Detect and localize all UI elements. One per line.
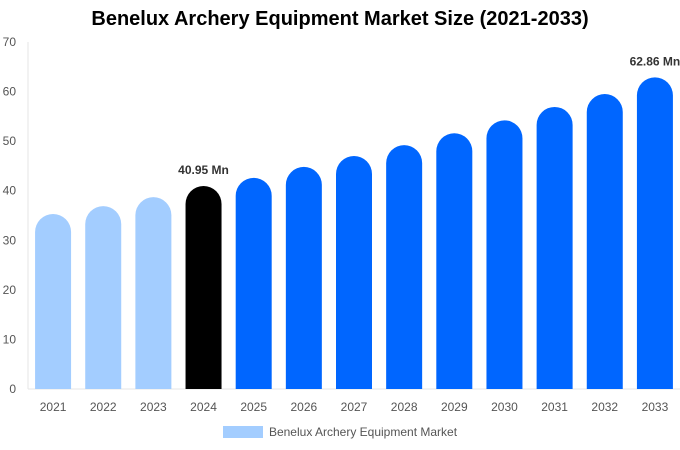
bar-2025 xyxy=(235,177,272,389)
bar-2024 xyxy=(185,186,222,389)
y-tick-label: 20 xyxy=(3,283,17,297)
data-label: 40.95 Mn xyxy=(178,163,229,177)
x-tick-label: 2028 xyxy=(391,400,418,414)
x-tick-label: 2029 xyxy=(441,400,468,414)
y-tick-label: 70 xyxy=(3,35,17,49)
bar-2027 xyxy=(336,156,372,389)
legend: Benelux Archery Equipment Market xyxy=(0,425,680,439)
bar-2033 xyxy=(636,77,673,390)
bar-2023 xyxy=(135,197,172,389)
bar-2030 xyxy=(486,120,523,389)
x-tick-label: 2025 xyxy=(240,400,267,414)
y-tick-label: 60 xyxy=(3,85,17,99)
bar-2031 xyxy=(536,106,573,389)
bar-2028 xyxy=(386,145,423,389)
bar-2026 xyxy=(285,166,322,389)
bar-2021 xyxy=(35,214,72,389)
x-tick-label: 2026 xyxy=(290,400,317,414)
legend-label: Benelux Archery Equipment Market xyxy=(268,425,458,439)
y-tick-label: 40 xyxy=(3,184,17,198)
x-tick-label: 2023 xyxy=(140,400,167,414)
legend-swatch xyxy=(222,426,263,438)
bar-2029 xyxy=(436,133,473,389)
x-tick-label: 2030 xyxy=(491,400,518,414)
x-tick-label: 2027 xyxy=(341,400,368,414)
x-tick-label: 2021 xyxy=(40,400,67,414)
y-tick-label: 50 xyxy=(3,134,17,148)
x-tick-label: 2032 xyxy=(591,400,618,414)
x-tick-label: 2031 xyxy=(541,400,568,414)
x-tick-label: 2033 xyxy=(642,400,669,414)
bar-2022 xyxy=(85,206,122,389)
y-tick-label: 10 xyxy=(3,332,17,346)
x-tick-label: 2024 xyxy=(190,400,217,414)
bar-2032 xyxy=(586,94,623,390)
y-tick-label: 0 xyxy=(9,382,16,396)
y-tick-label: 30 xyxy=(3,233,17,247)
x-tick-label: 2022 xyxy=(90,400,117,414)
data-label: 62.86 Mn xyxy=(630,54,680,68)
chart-title: Benelux Archery Equipment Market Size (2… xyxy=(91,8,589,30)
